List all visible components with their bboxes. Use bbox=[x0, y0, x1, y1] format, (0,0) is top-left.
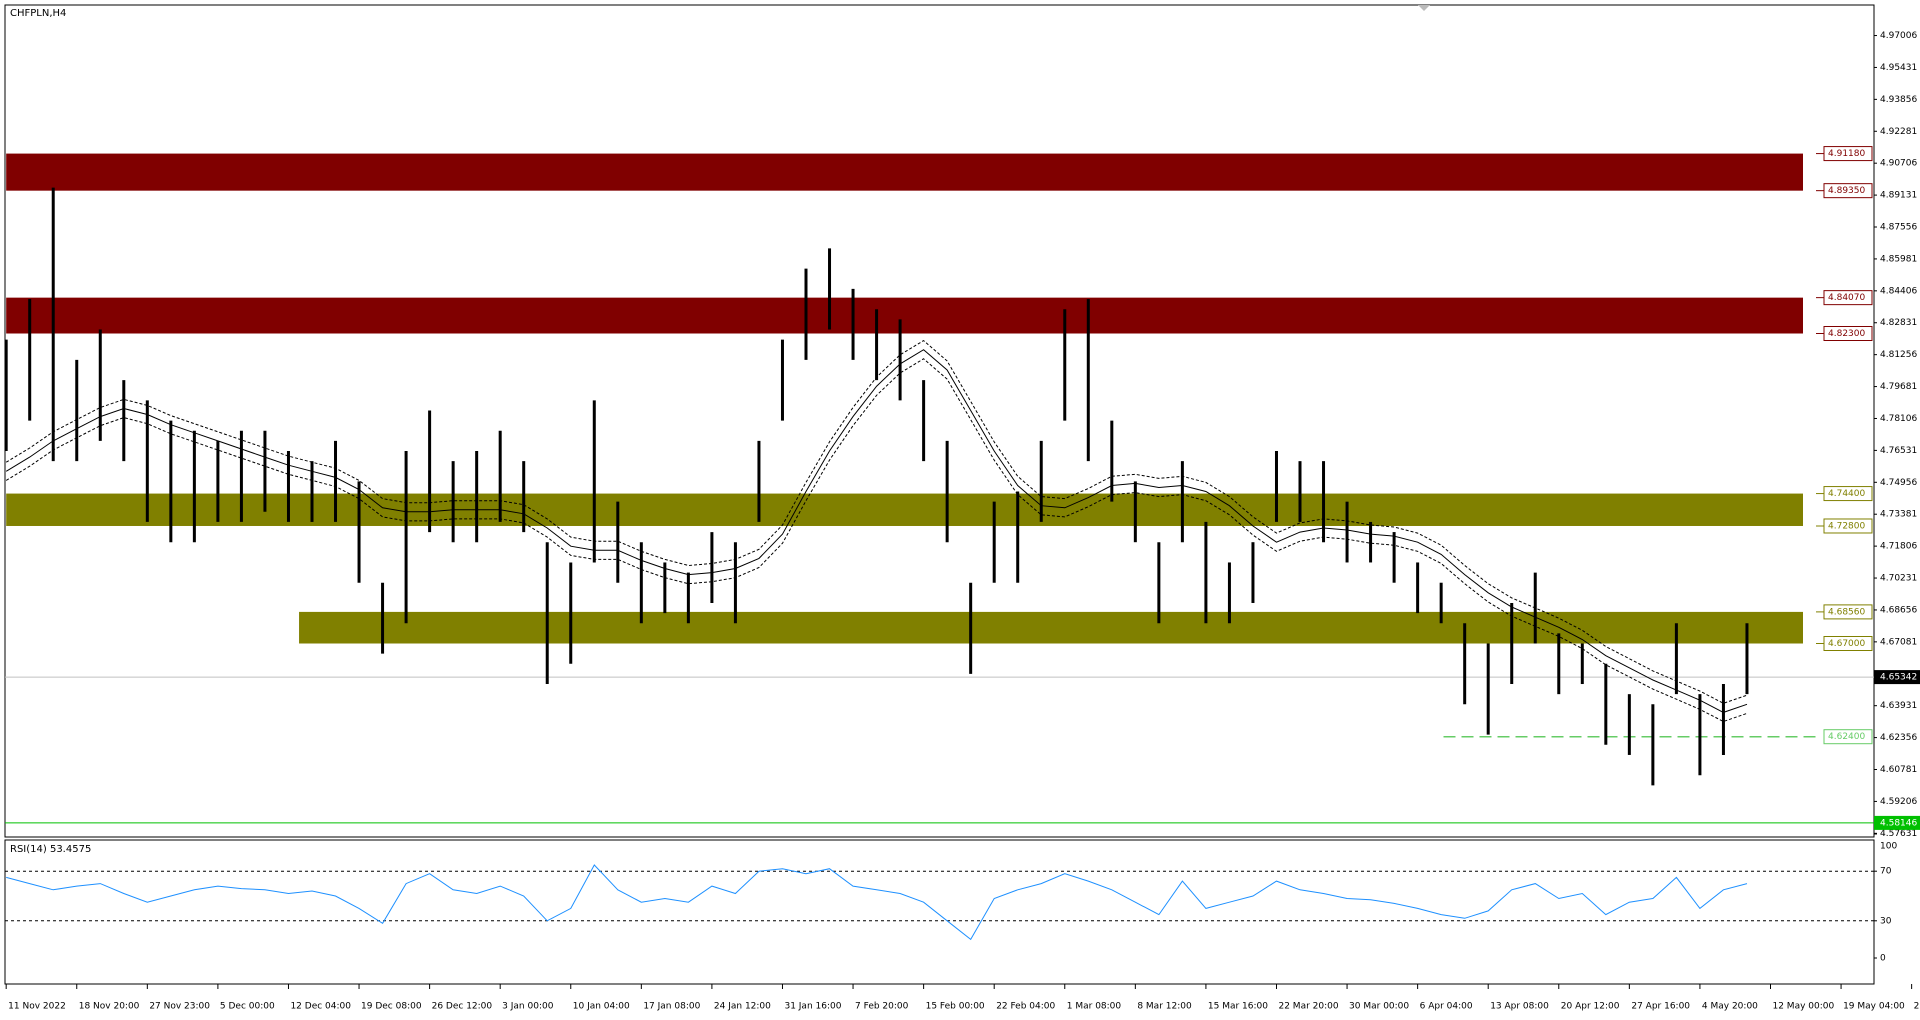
x-tick-label: 13 Apr 08:00 bbox=[1490, 1002, 1549, 1012]
y-tick-label: 4.90706 bbox=[1880, 159, 1917, 169]
zone bbox=[6, 153, 1803, 191]
x-tick-label: 20 Apr 12:00 bbox=[1561, 1002, 1620, 1012]
zone bbox=[6, 493, 1803, 526]
y-tick-label: 4.60781 bbox=[1880, 765, 1917, 775]
ask-label: 4.58146 bbox=[1880, 818, 1917, 828]
ask-label-box bbox=[1874, 815, 1920, 830]
bid-label: 4.65342 bbox=[1880, 673, 1917, 683]
x-tick-label: 5 Dec 00:00 bbox=[220, 1002, 275, 1012]
y-tick-label: 4.79681 bbox=[1880, 382, 1917, 392]
x-tick-label: 10 Jan 04:00 bbox=[573, 1002, 630, 1012]
zone-label: 4.91180 bbox=[1828, 149, 1865, 159]
rsi-panel bbox=[4, 839, 1875, 985]
y-tick-label: 4.73381 bbox=[1880, 510, 1917, 520]
y-tick-label: 4.95431 bbox=[1880, 63, 1917, 73]
x-tick-label: 18 Nov 20:00 bbox=[79, 1002, 140, 1012]
x-tick-label: 26 May 08:00 bbox=[1914, 1002, 1920, 1012]
x-tick-label: 26 Dec 12:00 bbox=[432, 1002, 493, 1012]
support-label: 4.62400 bbox=[1828, 732, 1865, 742]
y-tick-label: 4.57631 bbox=[1880, 829, 1917, 839]
y-tick-label: 4.81256 bbox=[1880, 350, 1917, 360]
zone bbox=[6, 297, 1803, 334]
x-tick-label: 27 Nov 23:00 bbox=[149, 1002, 210, 1012]
x-tick-label: 6 Apr 04:00 bbox=[1420, 1002, 1473, 1012]
ma-lower-band bbox=[5, 358, 1748, 723]
x-tick-label: 7 Feb 20:00 bbox=[855, 1002, 909, 1012]
rsi-title: RSI(14) 53.4575 bbox=[10, 844, 91, 855]
y-tick-label: 4.97006 bbox=[1880, 31, 1917, 41]
chart-title: CHFPLN,H4 bbox=[10, 8, 66, 19]
x-tick-label: 3 Jan 00:00 bbox=[502, 1002, 554, 1012]
shift-marker bbox=[1418, 5, 1430, 11]
x-tick-label: 19 May 04:00 bbox=[1843, 1002, 1905, 1012]
zone-label: 4.74400 bbox=[1828, 489, 1865, 499]
rsi-y-tick-label: 100 bbox=[1880, 842, 1897, 852]
x-tick-label: 8 Mar 12:00 bbox=[1137, 1002, 1192, 1012]
y-tick-label: 4.93856 bbox=[1880, 95, 1917, 105]
zone-label: 4.68560 bbox=[1828, 607, 1865, 617]
x-tick-label: 11 Nov 2022 bbox=[8, 1002, 66, 1012]
rsi-line bbox=[6, 864, 1748, 941]
x-tick-label: 15 Feb 00:00 bbox=[926, 1002, 985, 1012]
x-tick-label: 27 Apr 16:00 bbox=[1631, 1002, 1690, 1012]
main-panel bbox=[4, 4, 1875, 838]
zone-label: 4.89350 bbox=[1828, 186, 1865, 196]
x-tick-label: 12 Dec 04:00 bbox=[290, 1002, 351, 1012]
x-tick-label: 17 Jan 08:00 bbox=[643, 1002, 700, 1012]
x-tick-label: 19 Dec 08:00 bbox=[361, 1002, 422, 1012]
y-tick-label: 4.76531 bbox=[1880, 446, 1917, 456]
y-tick-label: 4.70231 bbox=[1880, 574, 1917, 584]
y-tick-label: 4.67081 bbox=[1880, 637, 1917, 647]
zone-label: 4.67000 bbox=[1828, 639, 1865, 649]
x-tick-label: 1 Mar 08:00 bbox=[1067, 1002, 1122, 1012]
rsi-y-tick-label: 0 bbox=[1880, 954, 1886, 964]
y-tick-label: 4.59206 bbox=[1880, 797, 1917, 807]
x-tick-label: 4 May 20:00 bbox=[1702, 1002, 1758, 1012]
x-tick-label: 30 Mar 00:00 bbox=[1349, 1002, 1409, 1012]
support-label-box bbox=[1823, 729, 1873, 745]
moving-average bbox=[5, 349, 1748, 713]
bid-label-box bbox=[1874, 670, 1920, 685]
ma-upper-band bbox=[5, 339, 1748, 704]
y-tick-label: 4.82831 bbox=[1880, 318, 1917, 328]
zone-label: 4.72800 bbox=[1828, 521, 1865, 531]
x-tick-label: 12 May 00:00 bbox=[1772, 1002, 1834, 1012]
y-tick-label: 4.85981 bbox=[1880, 254, 1917, 264]
y-tick-label: 4.89131 bbox=[1880, 191, 1917, 201]
x-tick-label: 24 Jan 12:00 bbox=[714, 1002, 771, 1012]
zone-label: 4.82300 bbox=[1828, 329, 1865, 339]
y-tick-label: 4.63931 bbox=[1880, 701, 1917, 711]
zone-label: 4.84070 bbox=[1828, 293, 1865, 303]
x-tick-label: 22 Feb 04:00 bbox=[996, 1002, 1055, 1012]
y-tick-label: 4.87556 bbox=[1880, 223, 1917, 233]
x-tick-label: 15 Mar 16:00 bbox=[1208, 1002, 1268, 1012]
rsi-y-tick-label: 70 bbox=[1880, 867, 1892, 877]
zone bbox=[299, 611, 1803, 644]
x-tick-label: 22 Mar 20:00 bbox=[1278, 1002, 1338, 1012]
x-tick-label: 31 Jan 16:00 bbox=[784, 1002, 841, 1012]
y-tick-label: 4.84406 bbox=[1880, 286, 1917, 296]
y-tick-label: 4.92281 bbox=[1880, 127, 1917, 137]
rsi-y-tick-label: 30 bbox=[1880, 916, 1892, 926]
y-tick-label: 4.68656 bbox=[1880, 605, 1917, 615]
y-tick-label: 4.74956 bbox=[1880, 478, 1917, 488]
y-tick-label: 4.71806 bbox=[1880, 542, 1917, 552]
y-tick-label: 4.62356 bbox=[1880, 733, 1917, 743]
y-tick-label: 4.78106 bbox=[1880, 414, 1917, 424]
